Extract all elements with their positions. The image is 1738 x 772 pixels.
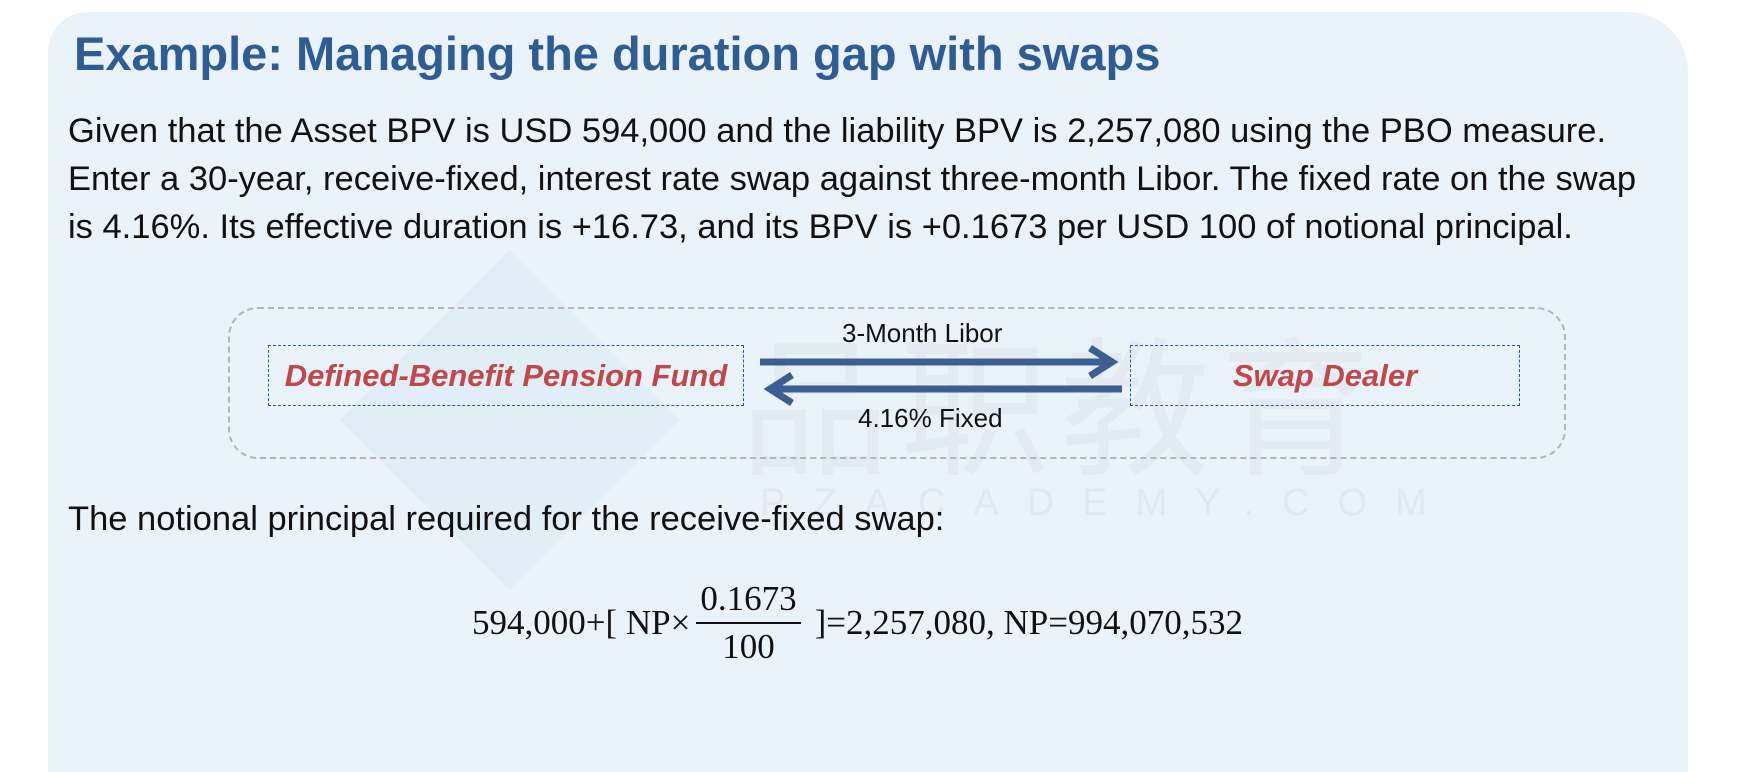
question-text: The notional principal required for the … — [68, 500, 945, 538]
watermark-text: 品职教育 — [740, 327, 1381, 495]
pension-fund-box: Defined-Benefit Pension Fund — [268, 345, 744, 406]
swap-flow-arrows — [760, 345, 1122, 406]
arrow-left-icon — [763, 372, 1122, 406]
formula-denominator: 100 — [722, 627, 775, 666]
formula-numerator: 0.1673 — [696, 580, 801, 624]
pension-fund-label: Defined-Benefit Pension Fund — [284, 357, 728, 393]
swap-dealer-box: Swap Dealer — [1130, 345, 1520, 406]
intro-paragraph: Given that the Asset BPV is USD 594,000 … — [68, 112, 1637, 246]
floating-leg-label: 3-Month Libor — [842, 318, 1003, 348]
formula-right: ]=2,257,080, NP=994,070,532 — [814, 603, 1243, 642]
formula-fraction: 0.1673 100 — [696, 580, 801, 666]
page-title: Example: Managing the duration gap with … — [74, 27, 1161, 80]
swap-dealer-label: Swap Dealer — [1232, 357, 1418, 393]
watermark-url: PZACADEMY.COM — [760, 482, 1455, 524]
fixed-leg-label: 4.16% Fixed — [858, 403, 1003, 433]
notional-formula: 594,000+[ NP× 0.1673 100 ]=2,257,080, NP… — [472, 578, 1243, 668]
arrow-right-icon — [760, 345, 1119, 379]
swap-diagram-frame — [228, 307, 1566, 459]
formula-left: 594,000+[ NP× — [472, 603, 691, 642]
